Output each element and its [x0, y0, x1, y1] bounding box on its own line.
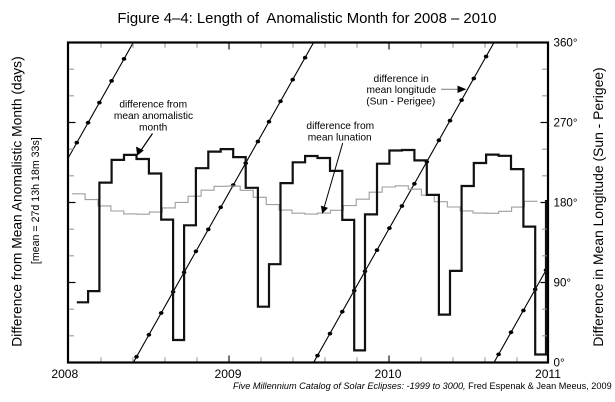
svg-text:difference from: difference from	[119, 100, 187, 111]
svg-text:2009: 2009	[215, 367, 242, 381]
svg-text:90°: 90°	[554, 277, 572, 290]
svg-text:2011: 2011	[535, 367, 561, 381]
svg-text:Five Millennium Catalog of Sol: Five Millennium Catalog of Solar Eclipse…	[233, 381, 612, 391]
svg-text:2010: 2010	[375, 367, 402, 381]
svg-text:2008: 2008	[51, 367, 78, 381]
svg-text:Difference in Mean Longitude (: Difference in Mean Longitude (Sun - Peri…	[590, 67, 606, 346]
svg-text:Difference from Mean Anomalist: Difference from Mean Anomalistic Month (…	[9, 56, 24, 346]
svg-text:month: month	[139, 123, 167, 134]
svg-text:(Sun - Perigee): (Sun - Perigee)	[366, 97, 435, 108]
svg-text:difference in: difference in	[374, 74, 429, 85]
svg-text:360°: 360°	[554, 37, 578, 50]
svg-text:Figure 4–4: Length of Anomali: Figure 4–4: Length of Anomalistic Month …	[117, 11, 496, 27]
svg-text:mean longitude: mean longitude	[366, 85, 436, 96]
svg-text:0°: 0°	[554, 357, 565, 370]
svg-text:[mean = 27d 13h 18m 33s]: [mean = 27d 13h 18m 33s]	[30, 137, 42, 264]
svg-text:mean anomalistic: mean anomalistic	[114, 111, 193, 122]
svg-text:mean lunation: mean lunation	[308, 132, 372, 143]
svg-text:270°: 270°	[554, 117, 578, 130]
svg-text:180°: 180°	[554, 197, 578, 210]
svg-text:difference from: difference from	[306, 121, 374, 132]
